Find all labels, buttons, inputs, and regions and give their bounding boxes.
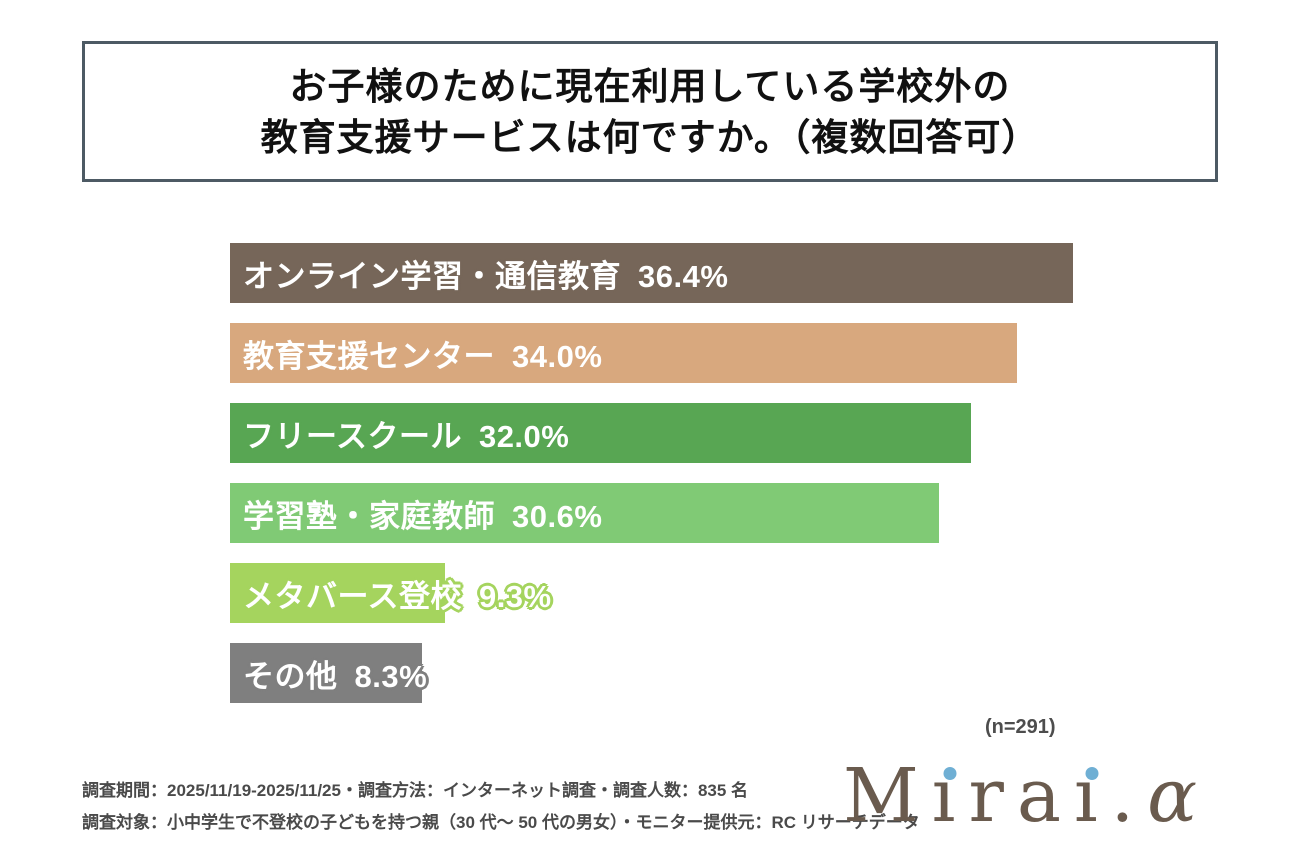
bar-value: 30.6% [512,498,603,534]
bar-label: 学習塾・家庭教師 [243,498,495,534]
bar-label: フリースクール [243,418,462,454]
bar-metaverse-school: メタバース登校 9.3% [230,563,551,623]
bar-text: オンライン学習・通信教育 36.4% [230,251,728,296]
bar-text: メタバース登校 9.3% [230,571,552,616]
bar-online-learning: オンライン学習・通信教育 36.4% [230,243,1073,303]
bar-text: 教育支援センター 34.0% [230,331,602,376]
bar-cram-school-tutor: 学習塾・家庭教師 30.6% [230,483,939,543]
logo-letter-period: . [1110,753,1148,839]
bar-label: 教育支援センター [243,338,495,374]
bar-other: その他 8.3% [230,643,427,703]
bar-text: 学習塾・家庭教師 30.6% [230,491,602,536]
bar-label: メタバース登校 [243,578,462,614]
survey-meta-line-2: 調査対象：小中学生で不登校の子どもを持つ親（30 代～ 50 代の男女）・モニタ… [82,813,920,832]
bar-text: フリースクール 32.0% [230,411,569,456]
bar-value: 9.3% [478,578,552,614]
survey-meta-footer: 調査期間：2025/11/19-2025/11/25・調査方法：インターネット調… [82,775,920,839]
logo-letter-r: r [968,753,1017,839]
survey-question-title-box: お子様のために現在利用している学校外の 教育支援サービスは何ですか。（複数回答可… [82,41,1218,182]
mirai-alpha-logo: Mıraı.α [843,753,1211,839]
bar-value: 8.3% [354,658,428,694]
bar-label: オンライン学習・通信教育 [243,258,621,294]
logo-letter-i-blue-dot: ı [1073,753,1111,839]
bar-chart: オンライン学習・通信教育 36.4% 教育支援センター 34.0% フリースクール 3… [230,243,1300,723]
bar-value: 36.4% [638,258,729,294]
bar-value: 34.0% [512,338,603,374]
bar-free-school: フリースクール 32.0% [230,403,971,463]
logo-letter-m: M [843,753,932,839]
sample-size-note: (n=291) [985,716,1056,738]
bar-value: 32.0% [478,418,570,454]
survey-meta-line-1: 調査期間：2025/11/19-2025/11/25・調査方法：インターネット調… [82,781,749,800]
logo-letter-i-blue-dot: ı [931,753,969,839]
bar-label: その他 [243,658,338,694]
bar-education-support-center: 教育支援センター 34.0% [230,323,1017,383]
logo-letter-a: a [1016,753,1074,839]
logo-letter-alpha: α [1147,753,1211,839]
title-line-2: 教育支援サービスは何ですか。（複数回答可） [260,116,1040,158]
bar-text: その他 8.3% [230,651,427,696]
title-line-1: お子様のために現在利用している学校外の [289,65,1011,107]
